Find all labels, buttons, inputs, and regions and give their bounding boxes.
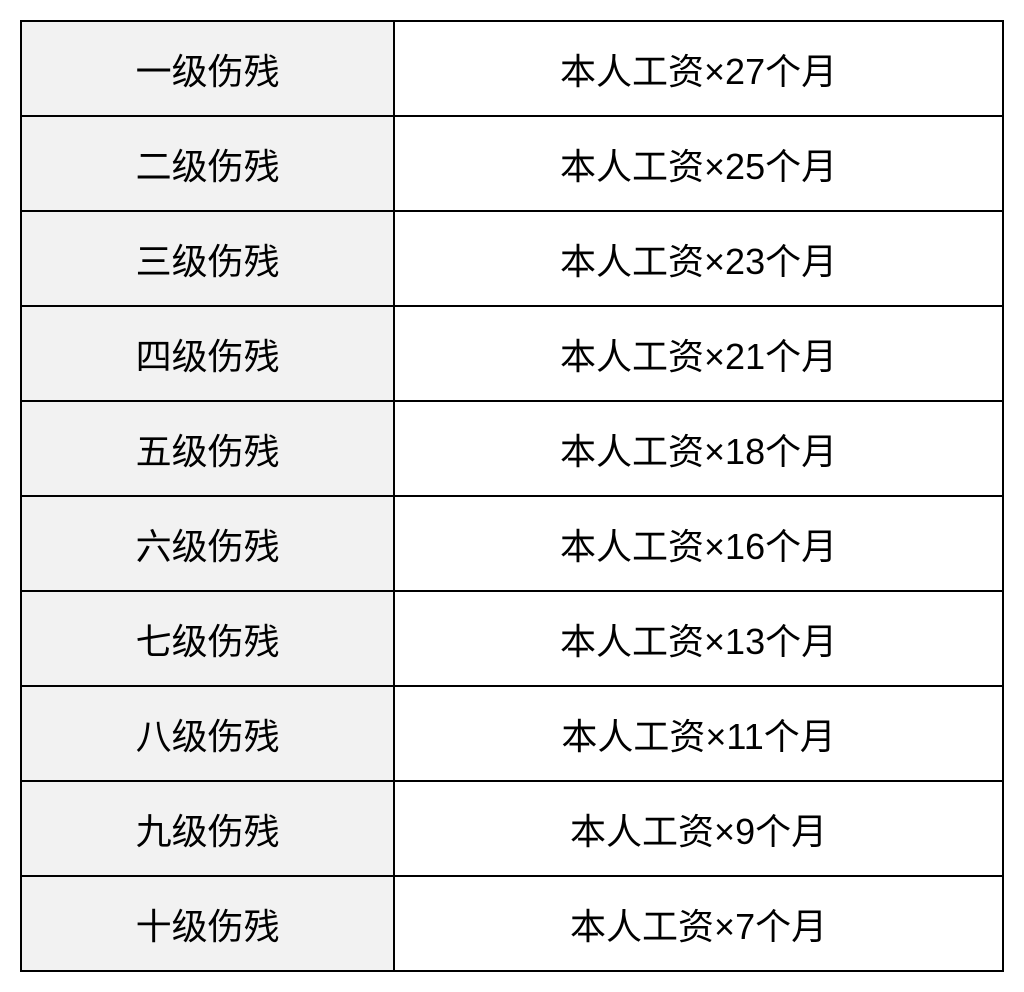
disability-level-cell: 九级伤残 — [21, 781, 394, 876]
table-row: 四级伤残 本人工资×21个月 — [21, 306, 1003, 401]
compensation-cell: 本人工资×18个月 — [394, 401, 1003, 496]
table-row: 一级伤残 本人工资×27个月 — [21, 21, 1003, 116]
compensation-cell: 本人工资×21个月 — [394, 306, 1003, 401]
disability-level-cell: 三级伤残 — [21, 211, 394, 306]
table-row: 八级伤残 本人工资×11个月 — [21, 686, 1003, 781]
table-row: 三级伤残 本人工资×23个月 — [21, 211, 1003, 306]
disability-level-cell: 七级伤残 — [21, 591, 394, 686]
compensation-cell: 本人工资×16个月 — [394, 496, 1003, 591]
disability-level-cell: 四级伤残 — [21, 306, 394, 401]
table-row: 十级伤残 本人工资×7个月 — [21, 876, 1003, 971]
compensation-cell: 本人工资×23个月 — [394, 211, 1003, 306]
table-row: 六级伤残 本人工资×16个月 — [21, 496, 1003, 591]
disability-level-cell: 八级伤残 — [21, 686, 394, 781]
disability-level-cell: 一级伤残 — [21, 21, 394, 116]
compensation-cell: 本人工资×27个月 — [394, 21, 1003, 116]
compensation-table: 一级伤残 本人工资×27个月 二级伤残 本人工资×25个月 三级伤残 本人工资×… — [20, 20, 1004, 972]
disability-level-cell: 十级伤残 — [21, 876, 394, 971]
table-row: 七级伤残 本人工资×13个月 — [21, 591, 1003, 686]
compensation-cell: 本人工资×9个月 — [394, 781, 1003, 876]
compensation-cell: 本人工资×13个月 — [394, 591, 1003, 686]
disability-level-cell: 五级伤残 — [21, 401, 394, 496]
compensation-table-container: 一级伤残 本人工资×27个月 二级伤残 本人工资×25个月 三级伤残 本人工资×… — [20, 20, 1004, 972]
table-row: 九级伤残 本人工资×9个月 — [21, 781, 1003, 876]
compensation-cell: 本人工资×25个月 — [394, 116, 1003, 211]
compensation-cell: 本人工资×11个月 — [394, 686, 1003, 781]
table-row: 五级伤残 本人工资×18个月 — [21, 401, 1003, 496]
compensation-cell: 本人工资×7个月 — [394, 876, 1003, 971]
disability-level-cell: 六级伤残 — [21, 496, 394, 591]
table-row: 二级伤残 本人工资×25个月 — [21, 116, 1003, 211]
disability-level-cell: 二级伤残 — [21, 116, 394, 211]
